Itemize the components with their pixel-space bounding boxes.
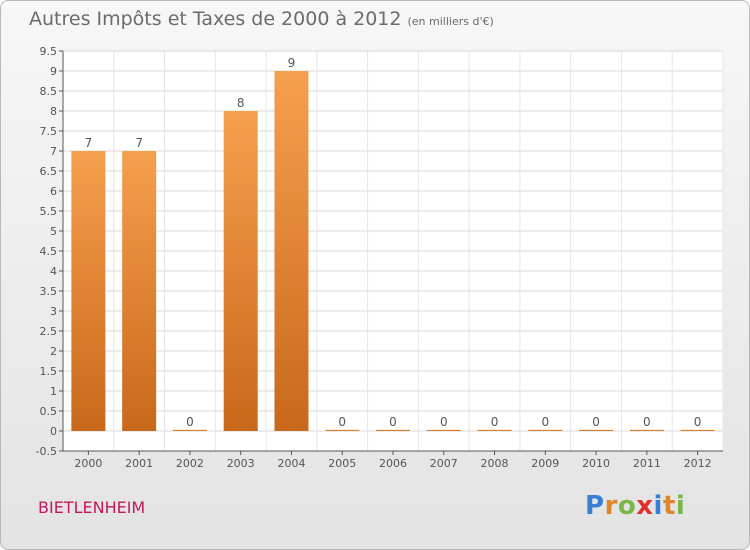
bar-layer — [71, 71, 715, 431]
logo-letter: r — [604, 491, 618, 521]
x-tick-label-2006: 2006 — [379, 457, 407, 470]
y-tick-label: 7.5 — [40, 125, 58, 138]
y-tick-label: 4 — [50, 265, 57, 278]
bar-2007 — [426, 429, 461, 431]
y-tick-label: 5.5 — [40, 205, 58, 218]
bar-2005 — [325, 429, 360, 431]
y-tick-label: 8.5 — [40, 85, 58, 98]
title-text: Autres Impôts et Taxes de 2000 à 2012 — [29, 8, 402, 30]
bar-2011 — [629, 429, 664, 431]
value-label-2001: 7 — [135, 136, 143, 150]
x-tick-label-2011: 2011 — [633, 457, 661, 470]
logo-letter: i — [653, 491, 663, 521]
y-tick-label: 6 — [50, 185, 57, 198]
y-tick-label: 8 — [50, 105, 57, 118]
value-label-2009: 0 — [541, 415, 549, 429]
bar-2008 — [477, 429, 512, 431]
x-tick-label-2005: 2005 — [328, 457, 356, 470]
y-tick-label: -0.5 — [36, 445, 57, 458]
axis-layer: -0.5 0 0.5 1 1.5 2 2.5 3 3.5 4 4.5 5 5.5 6 6.5 7 7.5 8 8.5… — [36, 45, 723, 458]
value-label-2006: 0 — [389, 415, 397, 429]
value-label-2002: 0 — [186, 415, 194, 429]
value-label-2005: 0 — [338, 415, 346, 429]
x-tick-label-2000: 2000 — [74, 457, 102, 470]
grid-layer — [62, 50, 724, 452]
value-label-2007: 0 — [440, 415, 448, 429]
bar-2003 — [223, 111, 258, 431]
logo-letter: P — [585, 491, 605, 521]
bar-2000 — [71, 151, 106, 431]
y-tick-label: 9 — [50, 65, 57, 78]
logo-letter: x — [636, 491, 654, 521]
x-tick-label-2012: 2012 — [684, 457, 712, 470]
y-tick-label: 3 — [50, 305, 57, 318]
y-tick-label: 3.5 — [40, 285, 58, 298]
x-tick-label-2007: 2007 — [430, 457, 458, 470]
bar-2012 — [680, 429, 715, 431]
title-unit: (en milliers d'€) — [407, 15, 494, 28]
y-tick-label: 6.5 — [40, 165, 58, 178]
x-tick-label-2004: 2004 — [277, 457, 305, 470]
y-tick-label: 4.5 — [40, 245, 58, 258]
x-tick-label-2008: 2008 — [481, 457, 509, 470]
y-tick-label: 7 — [50, 145, 57, 158]
logo-letter: t — [662, 491, 676, 521]
bar-2009 — [528, 429, 563, 431]
logo-letter: i — [675, 491, 686, 521]
x-tick-label-2009: 2009 — [531, 457, 559, 470]
x-tick-label-2002: 2002 — [176, 457, 204, 470]
x-tick-label-2003: 2003 — [227, 457, 255, 470]
proxiti-logo: Proxiti — [585, 491, 685, 521]
y-tick-label: 1.5 — [40, 365, 58, 378]
value-label-2012: 0 — [694, 415, 702, 429]
bar-2010 — [579, 429, 614, 431]
bar-2002 — [172, 429, 207, 431]
value-label-2011: 0 — [643, 415, 651, 429]
value-label-2004: 9 — [288, 56, 296, 70]
x-tick-label-2001: 2001 — [125, 457, 153, 470]
y-tick-label: 0 — [50, 425, 57, 438]
value-label-2000: 7 — [85, 136, 93, 150]
value-label-2003: 8 — [237, 96, 245, 110]
y-tick-label: 0.5 — [40, 405, 58, 418]
bar-2004 — [274, 71, 309, 431]
y-tick-label: 5 — [50, 225, 57, 238]
value-label-2008: 0 — [491, 415, 499, 429]
chart-title: Autres Impôts et Taxes de 2000 à 2012 (en… — [29, 8, 494, 30]
bar-2006 — [376, 429, 410, 431]
label-layer: 7 2000 7 2001 0 2002 8 2003 9 2004 0 2005 0 2006 0 2007… — [74, 56, 711, 470]
y-tick-label: 2.5 — [40, 325, 58, 338]
y-tick-label: 9.5 — [40, 45, 58, 58]
y-tick-label: 2 — [50, 345, 57, 358]
bar-2001 — [122, 151, 157, 431]
y-tick-label: 1 — [50, 385, 57, 398]
logo-letter: o — [617, 491, 637, 521]
value-label-2010: 0 — [592, 415, 600, 429]
x-tick-label-2010: 2010 — [582, 457, 610, 470]
commune-name: BIETLENHEIM — [38, 498, 146, 517]
